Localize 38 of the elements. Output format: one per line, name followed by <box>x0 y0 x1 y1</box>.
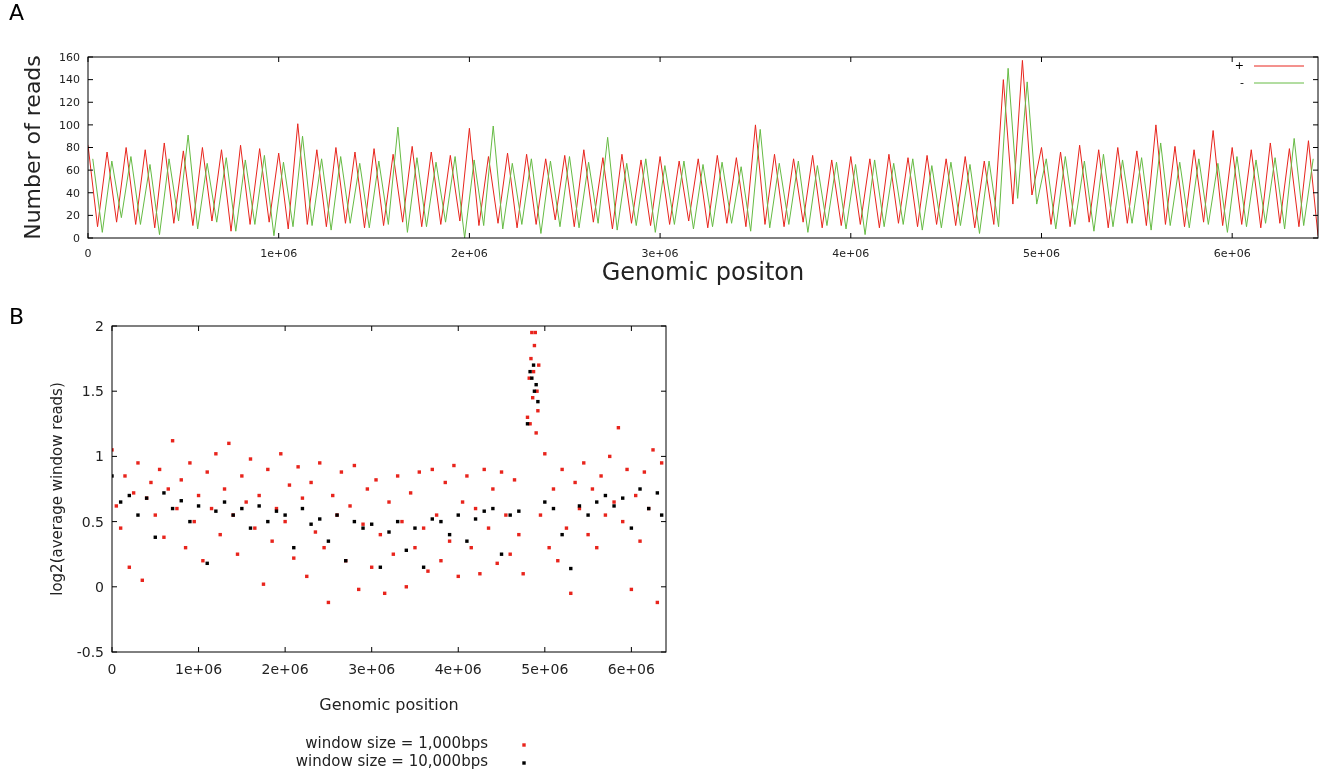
legend-label: - <box>1240 76 1245 89</box>
y-tick-label: 0 <box>95 578 104 595</box>
y-tick-label: 160 <box>59 50 80 64</box>
x-tick-label: 6e+06 <box>1213 247 1251 260</box>
legend-label: window size = 10,000bps <box>295 752 489 770</box>
y-tick-label: 0.5 <box>81 513 104 530</box>
y-axis-title: log2(average window reads) <box>48 382 66 596</box>
y-tick-label: -0.5 <box>76 643 104 660</box>
y-axis-title: Number of reads <box>20 55 45 240</box>
y-tick-label: 100 <box>59 118 80 132</box>
legend-label: window size = 1,000bps <box>305 734 489 752</box>
x-axis-title: Genomic positon <box>601 258 805 286</box>
y-tick-label: 1.5 <box>81 383 104 400</box>
x-tick-label: 1e+06 <box>260 247 298 260</box>
y-tick-label: 140 <box>59 73 80 87</box>
y-tick-label: 60 <box>66 163 80 177</box>
y-tick-label: 2 <box>95 317 104 334</box>
x-tick-label: 5e+06 <box>1023 247 1060 260</box>
x-tick-label: 4e+06 <box>434 661 482 677</box>
y-tick-label: 40 <box>66 186 80 200</box>
x-tick-label: 5e+06 <box>521 661 569 677</box>
y-tick-label: 0 <box>73 231 80 245</box>
legend-label: + <box>1234 59 1244 72</box>
x-tick-label: 1e+06 <box>175 661 223 677</box>
x-tick-label: 2e+06 <box>450 247 488 260</box>
x-tick-label: 0 <box>107 661 117 677</box>
chart-title: A <box>9 0 25 25</box>
y-tick-label: 120 <box>59 96 80 110</box>
x-tick-label: 2e+06 <box>261 661 309 677</box>
x-tick-label: 4e+06 <box>832 247 870 260</box>
y-tick-label: 20 <box>66 209 80 223</box>
x-tick-label: 3e+06 <box>641 247 679 260</box>
x-tick-label: 6e+06 <box>607 661 655 677</box>
chart-title: B <box>9 304 25 329</box>
y-tick-label: 80 <box>66 141 80 155</box>
x-axis-title: Genomic position <box>319 695 459 714</box>
y-tick-label: 1 <box>95 448 104 465</box>
x-tick-label: 3e+06 <box>348 661 396 677</box>
